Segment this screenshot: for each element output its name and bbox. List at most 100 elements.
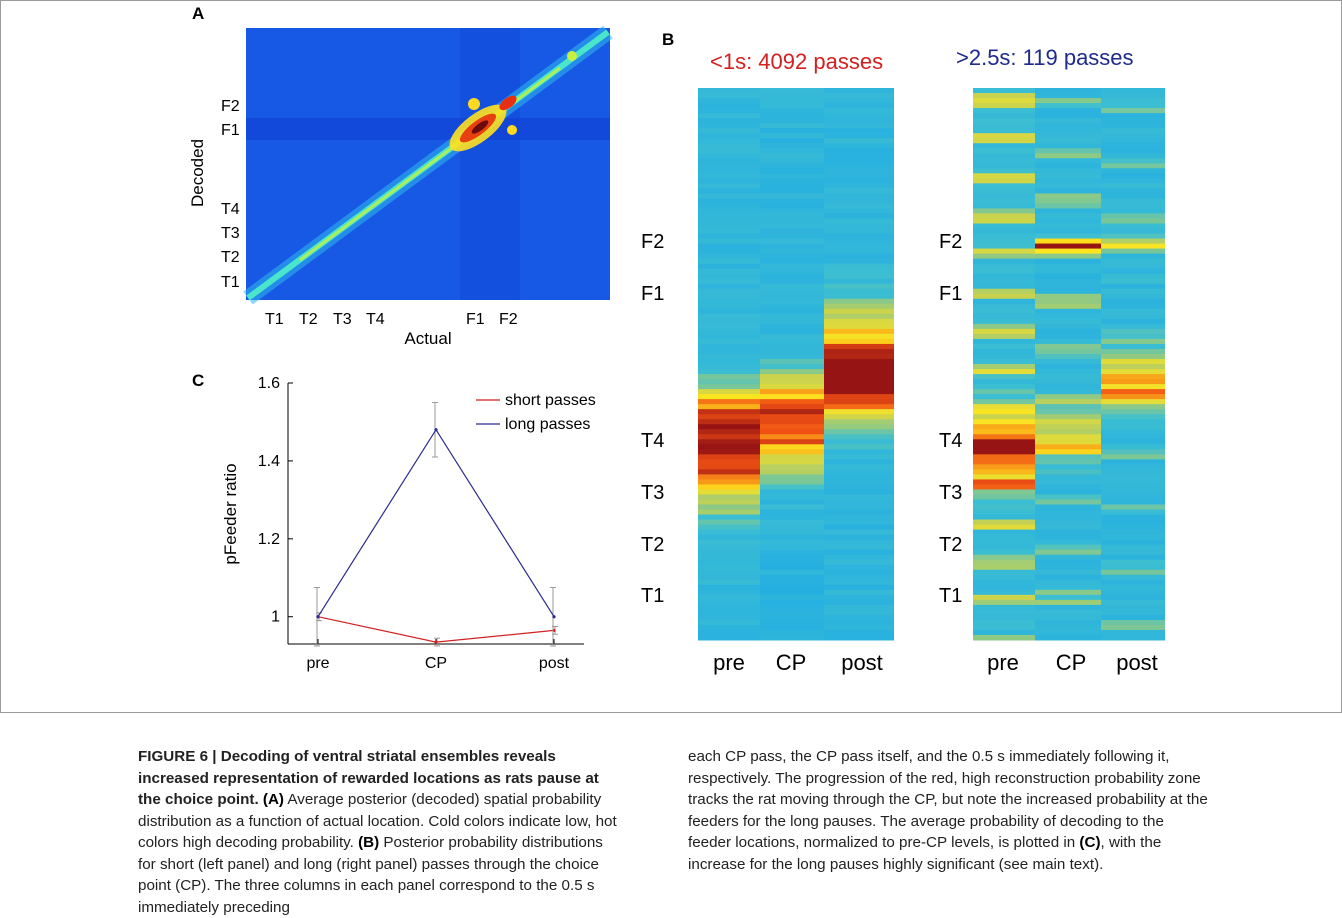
heat-cell xyxy=(1101,584,1165,591)
panel-a-ytick-f1: F1 xyxy=(221,122,240,139)
heat-cell xyxy=(973,248,1035,255)
heat-cell xyxy=(1035,479,1101,485)
heat-cell xyxy=(760,414,824,420)
panel-b-left-ytick-t4: T4 xyxy=(641,430,664,452)
heat-cell xyxy=(698,223,760,230)
heat-cell xyxy=(1101,303,1165,310)
heat-cell xyxy=(1101,509,1165,516)
heat-cell xyxy=(824,313,894,320)
heat-cell xyxy=(824,233,894,240)
heat-cell xyxy=(760,233,824,240)
heat-cell xyxy=(973,394,1035,400)
heat-cell xyxy=(698,323,760,330)
heat-cell xyxy=(1101,539,1165,546)
heat-cell xyxy=(760,158,824,164)
caption-title: FIGURE 6 | Decoding of ventral striatal … xyxy=(138,748,599,808)
heat-cell xyxy=(698,499,760,506)
heat-cell xyxy=(760,609,824,616)
heat-cell xyxy=(1101,98,1165,104)
heat-cell xyxy=(824,559,894,566)
heat-cell xyxy=(824,619,894,626)
heat-cell xyxy=(824,444,894,450)
heat-cell xyxy=(1101,384,1165,390)
panel-a-label: A xyxy=(192,4,204,23)
heat-cell xyxy=(760,389,824,395)
heat-cell xyxy=(698,544,760,551)
heat-cell xyxy=(973,574,1035,581)
heat-cell xyxy=(824,293,894,300)
heat-cell xyxy=(973,258,1035,265)
heat-cell xyxy=(1101,609,1165,616)
heat-cell xyxy=(760,133,824,139)
heat-cell xyxy=(824,379,894,385)
heat-cell xyxy=(1035,384,1101,390)
panel-b-left-title: <1s: 4092 passes xyxy=(710,49,883,74)
heat-cell xyxy=(698,328,760,335)
frame-left xyxy=(0,0,1,712)
panel-b-left-heatmap xyxy=(698,88,894,641)
heat-cell xyxy=(1101,278,1165,285)
heat-cell xyxy=(1101,459,1165,465)
heat-cell xyxy=(1035,399,1101,405)
heat-cell xyxy=(698,258,760,265)
heat-cell xyxy=(1101,499,1165,506)
heat-cell xyxy=(1035,93,1101,99)
heat-cell xyxy=(1101,263,1165,270)
heat-cell xyxy=(698,178,760,184)
heat-cell xyxy=(824,439,894,445)
heat-cell xyxy=(760,619,824,626)
heat-cell xyxy=(1101,333,1165,340)
heat-cell xyxy=(698,599,760,606)
heat-cell xyxy=(698,549,760,556)
heat-cell xyxy=(760,529,824,536)
heat-cell xyxy=(824,464,894,470)
heat-cell xyxy=(1035,459,1101,465)
caption-text-right-2: , with the increase for the long pauses … xyxy=(688,834,1162,873)
heat-cell xyxy=(760,358,824,365)
heat-cell xyxy=(824,429,894,435)
heat-cell xyxy=(1035,343,1101,350)
heat-cell xyxy=(1035,348,1101,355)
heat-cell xyxy=(698,399,760,405)
heat-cell xyxy=(1035,178,1101,184)
legend-label-long: long passes xyxy=(505,416,590,433)
heat-cell xyxy=(1035,283,1101,290)
heat-cell xyxy=(760,494,824,500)
heat-cell xyxy=(698,419,760,425)
heat-cell xyxy=(760,278,824,285)
heat-cell xyxy=(760,343,824,350)
heat-cell xyxy=(824,193,894,199)
heat-cell xyxy=(973,484,1035,490)
heat-cell xyxy=(973,203,1035,209)
heat-cell xyxy=(1035,414,1101,420)
heat-cell xyxy=(824,604,894,611)
heat-cell xyxy=(824,534,894,541)
heat-cell xyxy=(760,308,824,315)
heat-cell xyxy=(760,409,824,415)
heat-cell xyxy=(698,183,760,189)
heat-cell xyxy=(824,128,894,134)
panel-a-band-row-f1 xyxy=(246,118,610,140)
panel-a-xtick-t3: T3 xyxy=(333,311,352,328)
heat-cell xyxy=(973,193,1035,199)
heat-cell xyxy=(698,108,760,114)
heat-cell xyxy=(698,248,760,255)
heat-cell xyxy=(1035,338,1101,345)
heat-cell xyxy=(1035,183,1101,189)
heat-cell xyxy=(824,609,894,616)
heat-cell xyxy=(1035,514,1101,521)
heat-cell xyxy=(824,153,894,159)
panel-a-ytick-t1: T1 xyxy=(221,274,240,291)
heat-cell xyxy=(1035,364,1101,370)
panel-c-ylabel: pFeeder ratio xyxy=(221,463,240,564)
heat-cell xyxy=(760,614,824,621)
heat-cell xyxy=(1101,313,1165,320)
heat-cell xyxy=(698,434,760,440)
heat-cell xyxy=(824,554,894,561)
heat-cell xyxy=(1035,153,1101,159)
heat-cell xyxy=(1035,549,1101,556)
heat-cell xyxy=(698,283,760,290)
heat-cell xyxy=(760,263,824,270)
heat-cell xyxy=(760,223,824,230)
heat-cell xyxy=(1101,193,1165,199)
